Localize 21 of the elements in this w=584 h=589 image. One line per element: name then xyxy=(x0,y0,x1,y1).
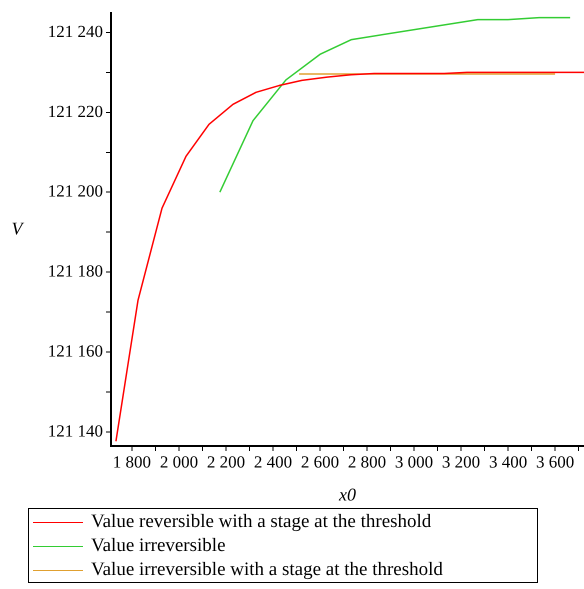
x-tick-label: 3 000 xyxy=(394,452,434,472)
x-tick-label: 3 400 xyxy=(488,452,528,472)
x-tick-label: 2 800 xyxy=(348,452,386,472)
y-tick-label: 121 180 xyxy=(48,262,103,281)
y-axis-title: V xyxy=(12,218,24,238)
x-tick-label: 2 000 xyxy=(160,452,198,472)
y-tick-label: 121 140 xyxy=(48,421,103,440)
x-tick-label: 3 200 xyxy=(442,452,480,472)
y-tick-label: 121 240 xyxy=(48,22,103,41)
y-tick-label: 121 220 xyxy=(48,102,103,121)
x-tick-label: 2 200 xyxy=(206,452,246,472)
y-tick-label: 121 200 xyxy=(48,182,103,201)
x-tick-label: 3 600 xyxy=(536,452,574,472)
x-axis-title: x0 xyxy=(338,484,356,505)
legend-label: Value irreversible with a stage at the threshold xyxy=(91,558,443,582)
x-tick-label: 2 400 xyxy=(254,452,292,472)
x-tick-label: 1 800 xyxy=(112,452,152,472)
y-tick-label: 121 160 xyxy=(48,342,103,361)
legend-label: Value irreversible xyxy=(91,534,226,558)
legend-label: Value reversible with a stage at the threshold xyxy=(91,510,432,534)
x-tick-label: 2 600 xyxy=(300,452,340,472)
